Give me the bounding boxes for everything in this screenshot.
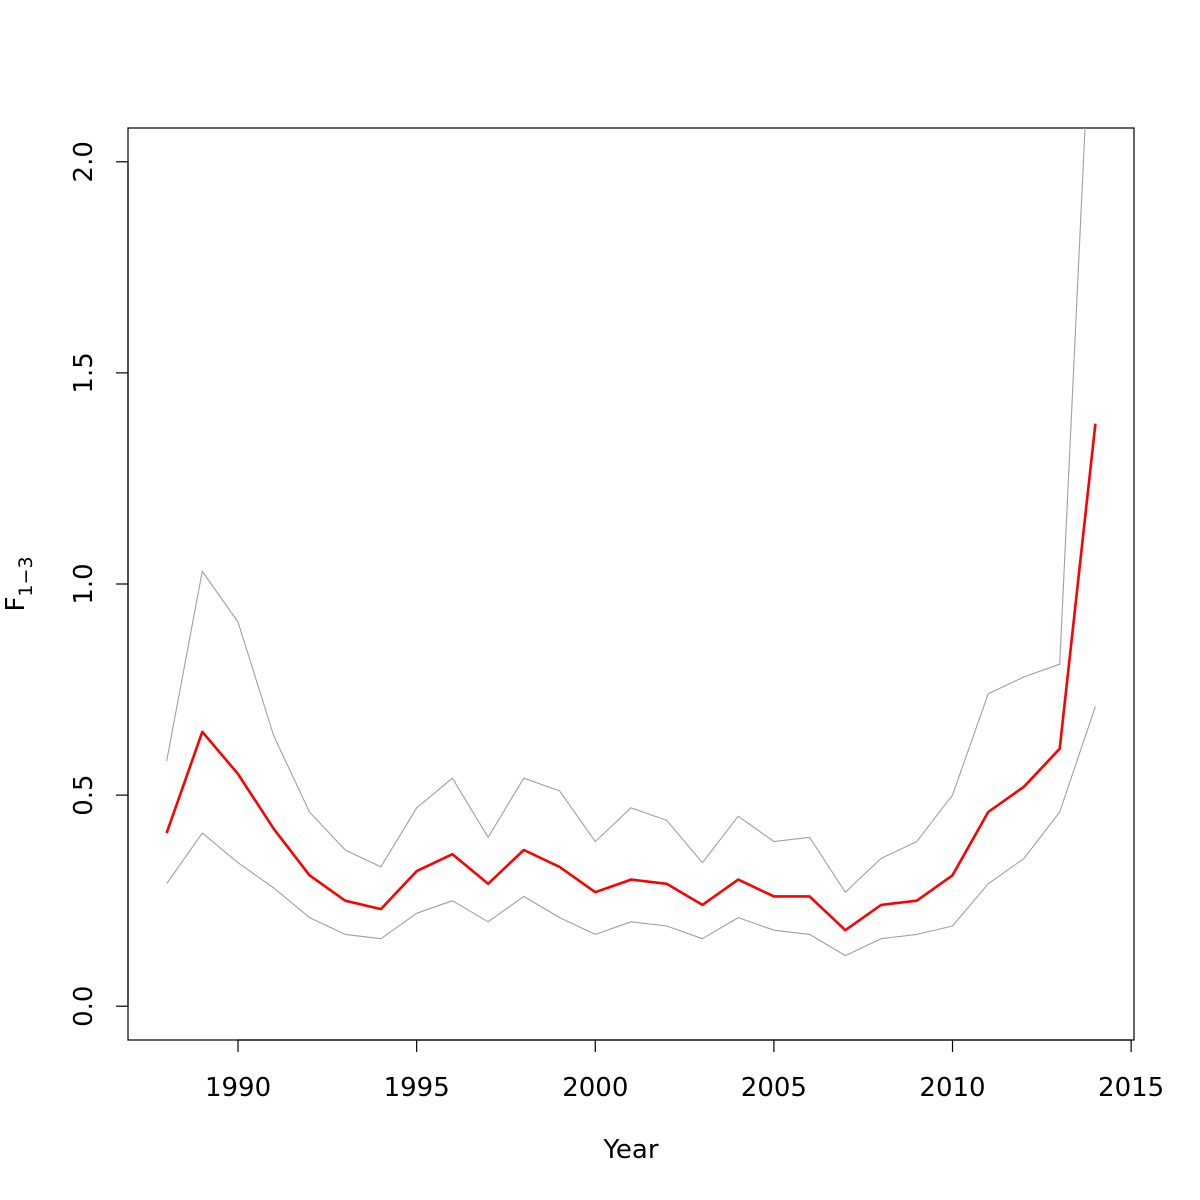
y-axis: 0.0 0.5 1.0 1.5 2.0 <box>69 141 129 1027</box>
x-tick-label: 2005 <box>741 1073 807 1103</box>
x-tick-label: 2000 <box>562 1073 628 1103</box>
series-line-estimate <box>165 423 1097 932</box>
series-layer <box>165 128 1097 957</box>
y-axis-title-subscript: 1−3 <box>15 556 37 596</box>
y-tick-label: 1.5 <box>69 352 99 393</box>
x-tick-label: 1990 <box>205 1073 271 1103</box>
plot-frame <box>127 127 1135 1041</box>
y-tick-label: 1.0 <box>69 563 99 604</box>
y-axis-title-main: F <box>1 597 31 612</box>
x-tick-label: 1995 <box>384 1073 450 1103</box>
series-line-upper <box>166 128 1086 893</box>
x-tick-label: 2015 <box>1098 1073 1164 1103</box>
x-axis: 1990 1995 2000 2005 2010 2015 <box>205 1039 1164 1103</box>
y-tick-label: 2.0 <box>69 141 99 182</box>
x-axis-title: Year <box>602 1135 658 1165</box>
series-line-lower <box>166 706 1096 957</box>
y-axis-title: F1−3 <box>1 556 37 611</box>
y-tick-label: 0.0 <box>69 986 99 1027</box>
x-tick-label: 2010 <box>919 1073 985 1103</box>
y-tick-label: 0.5 <box>69 774 99 815</box>
